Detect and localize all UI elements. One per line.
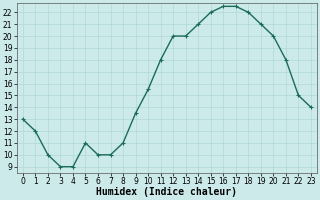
X-axis label: Humidex (Indice chaleur): Humidex (Indice chaleur) — [96, 187, 237, 197]
